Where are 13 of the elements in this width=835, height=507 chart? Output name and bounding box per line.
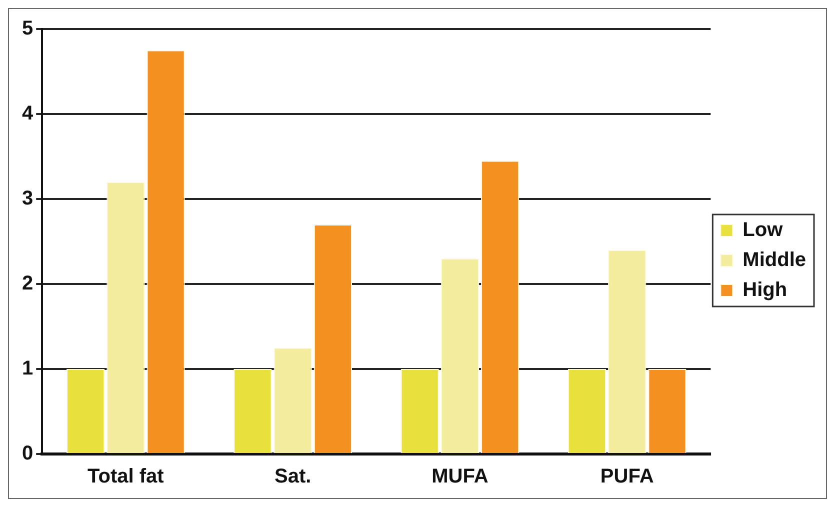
y-tick-label: 4 [22, 102, 34, 125]
y-tick-label: 2 [22, 272, 34, 295]
x-tick-label: Sat. [274, 466, 312, 488]
y-tick-label: 1 [22, 358, 34, 380]
y-tick-label: 3 [22, 188, 34, 210]
legend-label: Low [742, 219, 784, 242]
x-tick-label: PUFA [600, 466, 654, 488]
legend-label: Middle [742, 249, 806, 272]
x-tick-label: MUFA [432, 466, 488, 488]
y-tick-label: 5 [22, 18, 34, 40]
y-tick-label: 0 [22, 442, 34, 465]
legend-label: High [742, 279, 788, 302]
x-tick-label: Total fat [88, 466, 164, 488]
